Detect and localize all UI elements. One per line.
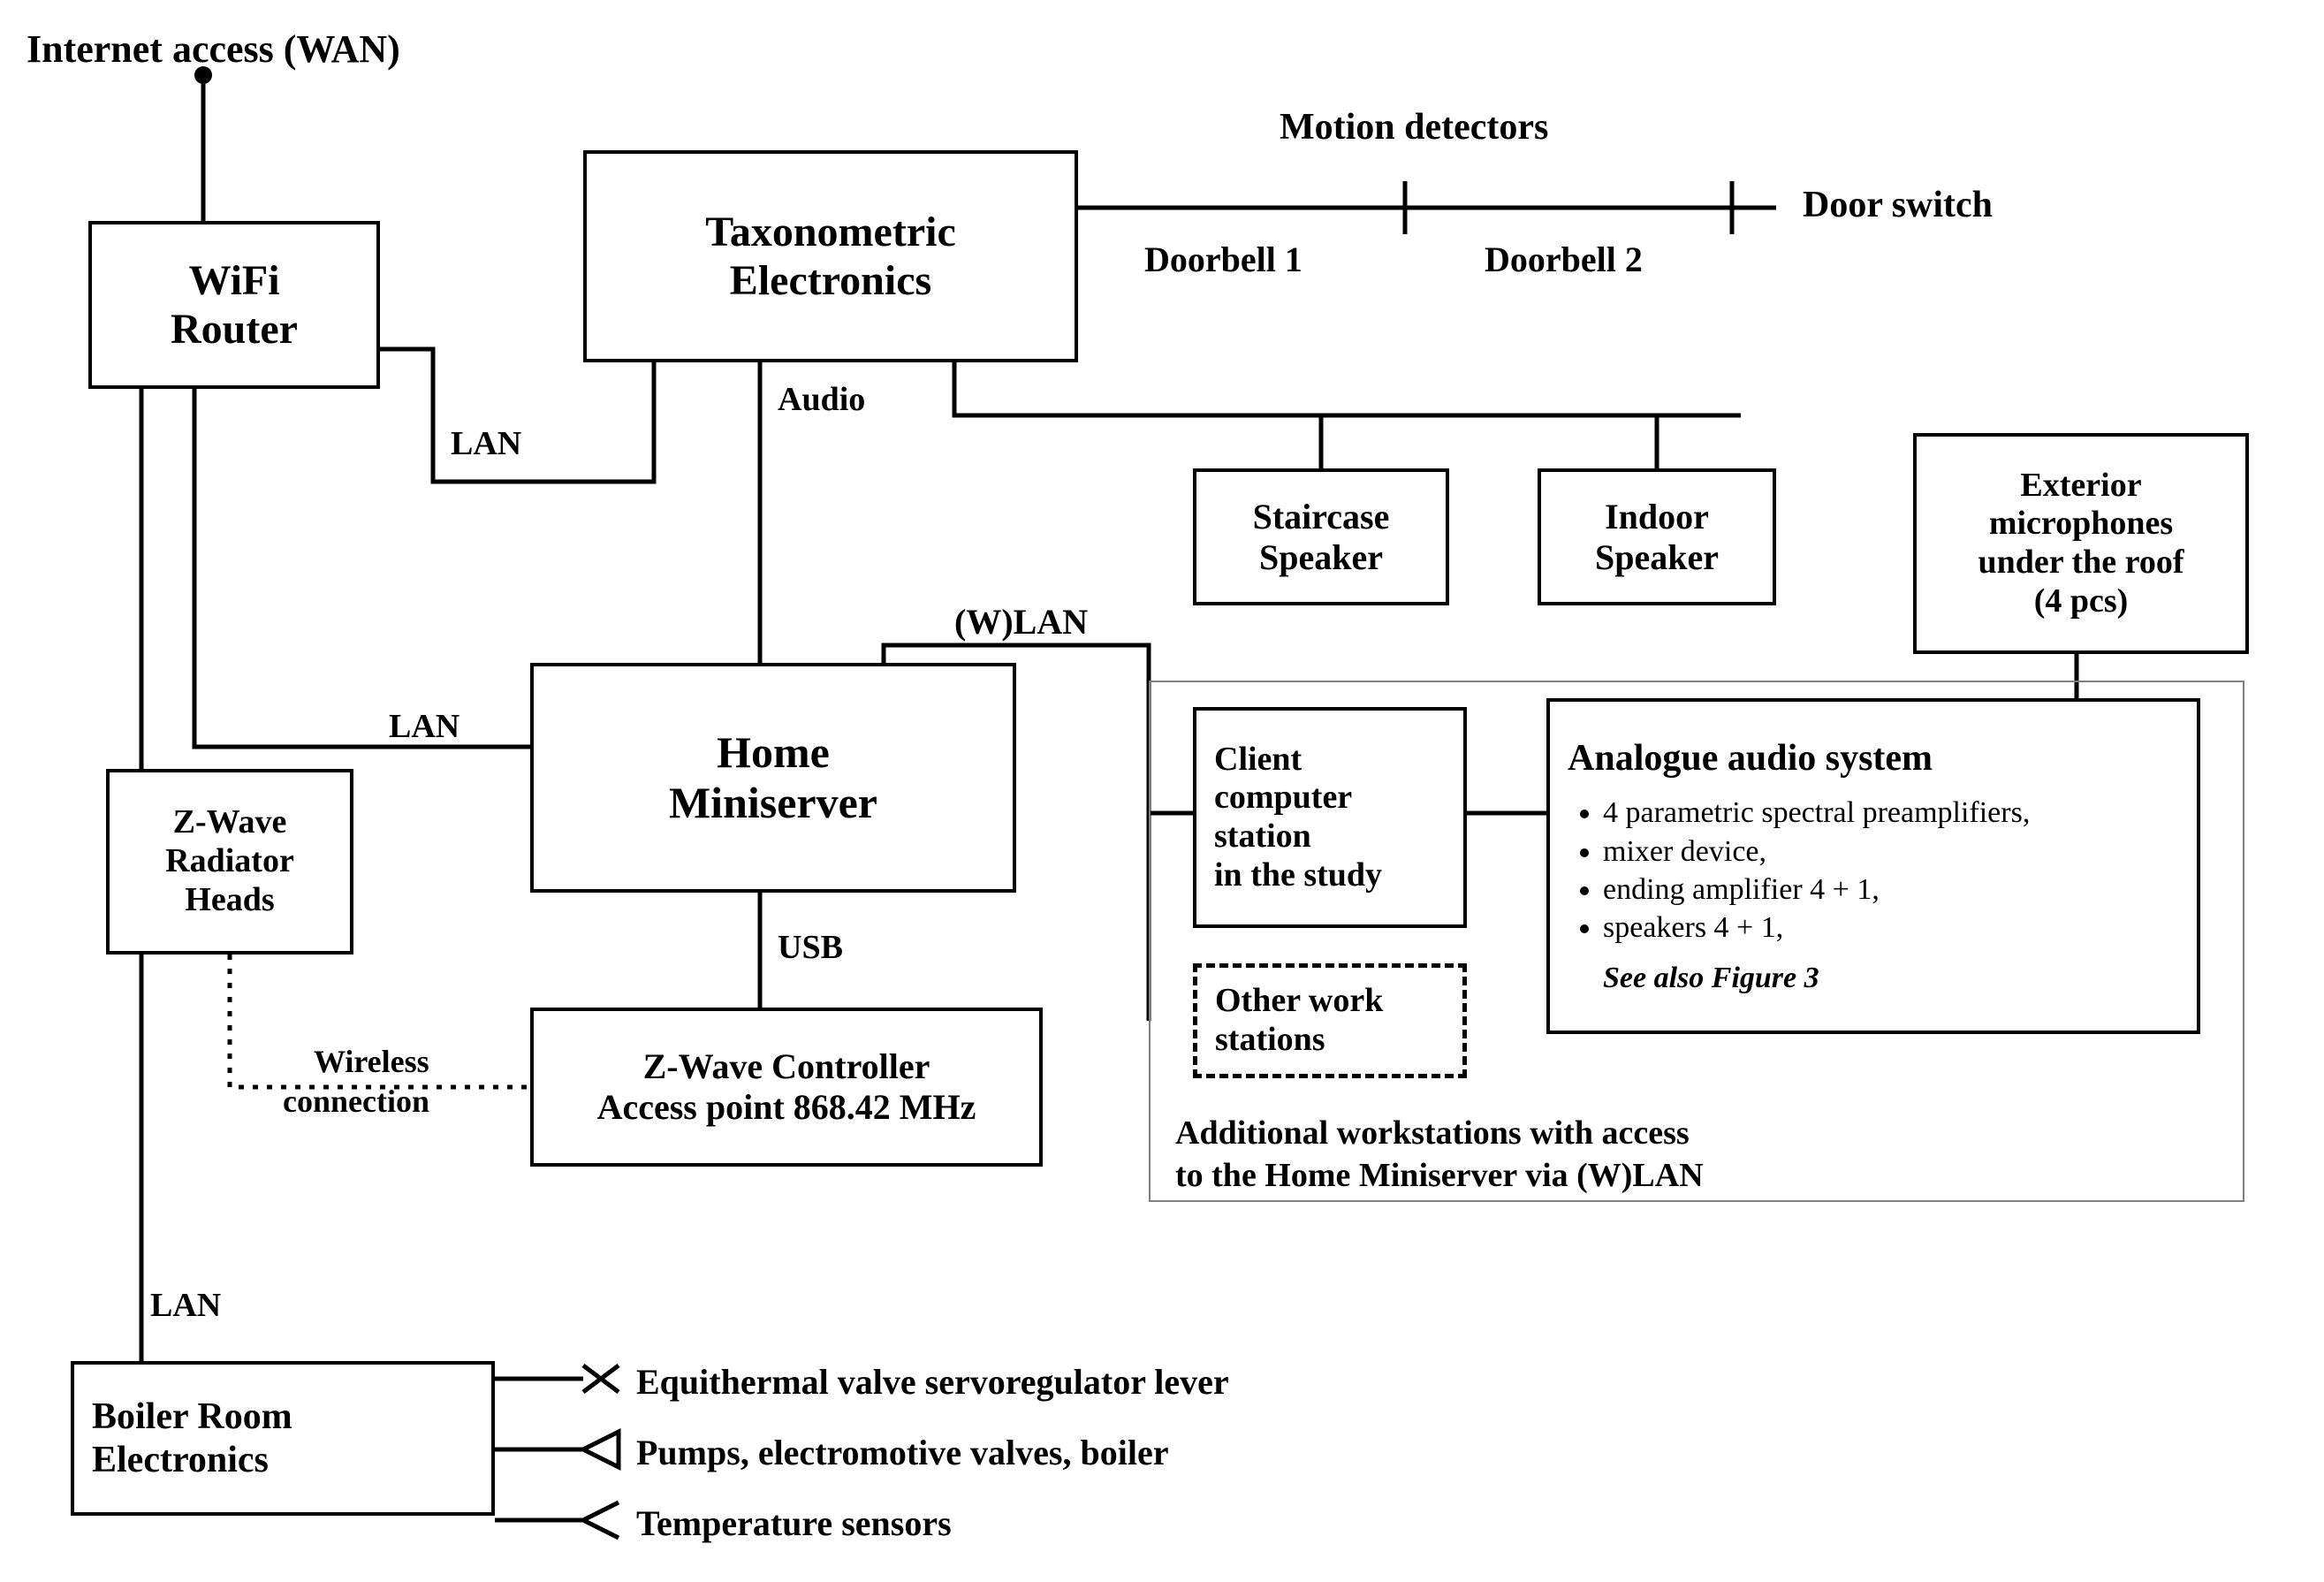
group-caption-2: to the Home Miniserver via (W)LAN — [1175, 1156, 1704, 1195]
label-motion: Motion detectors — [1280, 106, 1548, 148]
node-wifi-router: WiFiRouter — [88, 221, 380, 389]
label-audio: Audio — [778, 380, 865, 419]
label-wless2: connection — [283, 1083, 429, 1120]
tax-fanout — [954, 362, 1741, 415]
arrow-tri-icon — [583, 1432, 619, 1467]
arrow-x-icon — [583, 1365, 619, 1392]
node-staircase-speaker: StaircaseSpeaker — [1193, 468, 1449, 605]
label-usb: USB — [778, 928, 843, 967]
label-wan: Internet access (WAN) — [27, 27, 400, 72]
node-zwave-controller: Z-Wave ControllerAccess point 868.42 MHz — [530, 1008, 1043, 1167]
label-lan1: LAN — [451, 424, 521, 463]
group-caption-1: Additional workstations with access — [1175, 1114, 1690, 1152]
label-lan2: LAN — [389, 707, 459, 746]
label-wlan: (W)LAN — [954, 601, 1088, 643]
label-door2: Doorbell 2 — [1485, 239, 1643, 280]
node-client-station: Clientcomputerstationin the study — [1193, 707, 1467, 928]
label-doorsw: Door switch — [1803, 184, 1993, 226]
label-door1: Doorbell 1 — [1144, 239, 1303, 280]
node-taxonometric: TaxonometricElectronics — [583, 150, 1078, 362]
label-temps: Temperature sensors — [636, 1502, 952, 1544]
node-home-miniserver: HomeMiniserver — [530, 663, 1016, 893]
node-exterior-mics: Exteriormicrophonesunder the roof(4 pcs) — [1913, 433, 2249, 654]
label-pumps: Pumps, electromotive valves, boiler — [636, 1432, 1168, 1473]
node-indoor-speaker: IndoorSpeaker — [1538, 468, 1776, 605]
node-boiler-room: Boiler RoomElectronics — [71, 1361, 495, 1516]
node-analogue-audio: Analogue audio system4 parametric spectr… — [1546, 698, 2200, 1034]
node-zwave-heads: Z-WaveRadiatorHeads — [106, 769, 353, 955]
label-equi: Equithermal valve servoregulator lever — [636, 1361, 1229, 1403]
label-wless1: Wireless — [314, 1043, 429, 1080]
label-lan3: LAN — [150, 1286, 221, 1325]
node-other-workstations: Other workstations — [1193, 963, 1467, 1078]
arrow-v-icon — [583, 1502, 619, 1538]
